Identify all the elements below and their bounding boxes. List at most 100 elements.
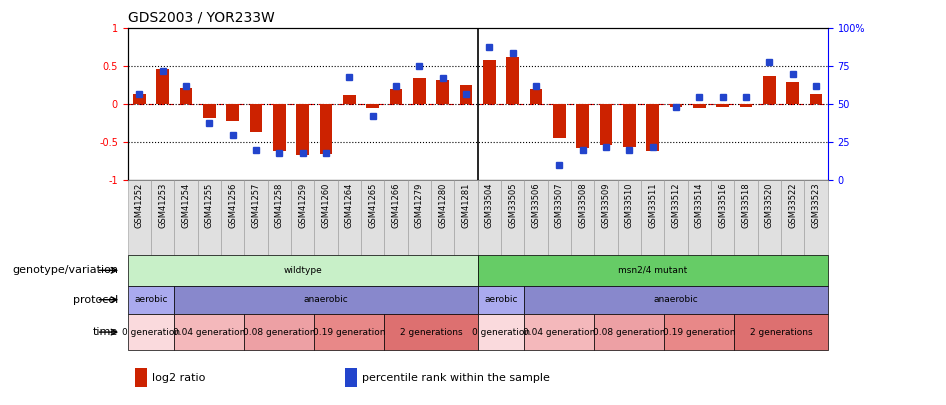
Text: GSM33511: GSM33511: [648, 183, 657, 228]
Text: GSM41265: GSM41265: [368, 183, 377, 228]
Text: 0.04 generation: 0.04 generation: [173, 328, 246, 337]
Bar: [804, 180, 828, 255]
Text: GSM41253: GSM41253: [158, 183, 167, 228]
Bar: [384, 180, 408, 255]
Bar: [366, 104, 379, 108]
Bar: [478, 255, 828, 286]
Text: 0 generation: 0 generation: [122, 328, 180, 337]
Text: GSM41280: GSM41280: [438, 183, 447, 228]
Bar: [361, 180, 384, 255]
Text: GSM33512: GSM33512: [672, 183, 680, 228]
Bar: [553, 104, 566, 139]
Bar: [314, 314, 384, 350]
Bar: [524, 180, 548, 255]
Bar: [524, 314, 594, 350]
Text: GSM33523: GSM33523: [812, 183, 820, 228]
Bar: [618, 180, 641, 255]
Text: GSM33508: GSM33508: [578, 183, 587, 228]
Bar: [506, 57, 519, 104]
Text: GSM33518: GSM33518: [742, 183, 750, 228]
Text: GSM41259: GSM41259: [298, 183, 307, 228]
Text: GSM41252: GSM41252: [135, 183, 144, 228]
Bar: [530, 89, 542, 104]
Bar: [600, 104, 612, 145]
Bar: [646, 104, 659, 151]
Bar: [478, 314, 524, 350]
Bar: [478, 180, 501, 255]
Bar: [576, 104, 589, 148]
Bar: [390, 89, 402, 104]
Text: 0.04 generation: 0.04 generation: [523, 328, 596, 337]
Bar: [226, 104, 239, 121]
Bar: [128, 286, 174, 314]
Text: GSM41254: GSM41254: [182, 183, 190, 228]
Bar: [483, 60, 496, 104]
Bar: [501, 180, 524, 255]
Text: genotype/variation: genotype/variation: [12, 265, 118, 275]
Bar: [436, 80, 449, 104]
Text: GSM33516: GSM33516: [718, 183, 727, 228]
Text: time: time: [93, 327, 118, 337]
Text: anaerobic: anaerobic: [654, 295, 698, 304]
Text: 2 generations: 2 generations: [750, 328, 813, 337]
Bar: [133, 94, 146, 104]
Bar: [571, 180, 594, 255]
Bar: [594, 314, 664, 350]
Bar: [786, 81, 799, 104]
Text: 0.08 generation: 0.08 generation: [593, 328, 666, 337]
Text: GSM41279: GSM41279: [415, 183, 424, 228]
Bar: [221, 180, 244, 255]
Bar: [524, 286, 828, 314]
Bar: [413, 78, 426, 104]
Bar: [623, 104, 636, 147]
Bar: [716, 104, 729, 107]
Bar: [688, 180, 711, 255]
Text: wildtype: wildtype: [284, 266, 322, 275]
Bar: [128, 255, 478, 286]
Bar: [268, 180, 291, 255]
Bar: [180, 87, 192, 104]
Bar: [338, 180, 361, 255]
Bar: [174, 180, 198, 255]
Text: GSM41257: GSM41257: [252, 183, 260, 228]
Bar: [128, 314, 174, 350]
Text: 0.08 generation: 0.08 generation: [243, 328, 316, 337]
Bar: [174, 314, 244, 350]
Bar: [740, 104, 752, 107]
Bar: [296, 104, 309, 155]
Bar: [781, 180, 804, 255]
Text: GSM33504: GSM33504: [485, 183, 494, 228]
Bar: [273, 104, 286, 151]
Text: GSM41264: GSM41264: [345, 183, 354, 228]
Bar: [664, 314, 734, 350]
Bar: [320, 104, 332, 153]
Text: GSM33510: GSM33510: [625, 183, 634, 228]
Bar: [670, 104, 682, 107]
Bar: [693, 104, 706, 108]
Bar: [151, 180, 174, 255]
Text: GSM33520: GSM33520: [765, 183, 774, 228]
Text: GSM33505: GSM33505: [508, 183, 517, 228]
Text: 2 generations: 2 generations: [400, 328, 463, 337]
Text: GDS2003 / YOR233W: GDS2003 / YOR233W: [128, 10, 274, 24]
Text: GSM41266: GSM41266: [392, 183, 400, 228]
Text: GSM33522: GSM33522: [788, 183, 797, 228]
Bar: [460, 85, 472, 104]
Text: GSM41256: GSM41256: [228, 183, 237, 228]
Bar: [734, 314, 828, 350]
Bar: [594, 180, 618, 255]
Text: 0 generation: 0 generation: [472, 328, 530, 337]
Bar: [758, 180, 781, 255]
Bar: [128, 180, 151, 255]
Bar: [344, 368, 358, 387]
Text: log2 ratio: log2 ratio: [152, 373, 205, 383]
Bar: [156, 68, 169, 104]
Text: msn2/4 mutant: msn2/4 mutant: [618, 266, 688, 275]
Text: anaerobic: anaerobic: [304, 295, 348, 304]
Text: 0.19 generation: 0.19 generation: [663, 328, 736, 337]
Text: percentile rank within the sample: percentile rank within the sample: [362, 373, 550, 383]
Bar: [763, 76, 776, 104]
Bar: [203, 104, 216, 118]
Bar: [244, 180, 268, 255]
Bar: [664, 180, 688, 255]
